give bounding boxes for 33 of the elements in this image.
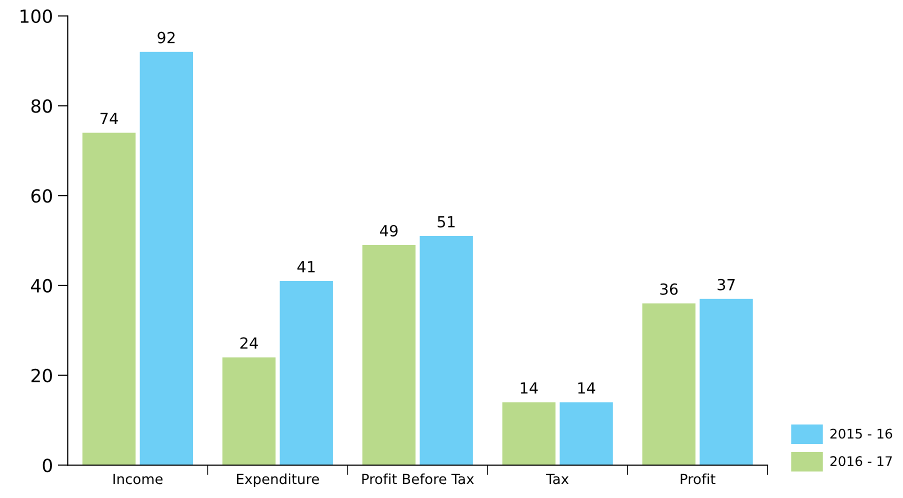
bar	[362, 245, 416, 466]
bar	[642, 303, 696, 466]
data-label: 74	[100, 112, 118, 124]
y-tick-label: 80	[31, 99, 52, 113]
data-label: 14	[578, 382, 596, 394]
legend-label: 2016 - 17	[830, 456, 892, 466]
bar	[280, 280, 333, 466]
x-tick-label: Expenditure	[237, 473, 319, 487]
x-tick-label: Profit Before Tax	[362, 473, 474, 484]
data-label: 49	[380, 224, 398, 237]
y-tick-label: 0	[42, 458, 52, 472]
y-tick-label: 40	[31, 278, 52, 293]
bar	[502, 402, 556, 466]
y-tick-label: 60	[31, 189, 52, 203]
bar	[700, 298, 753, 466]
bar	[420, 236, 473, 466]
x-tick-label: Tax	[546, 474, 569, 484]
x-tick-label: Income	[114, 474, 163, 484]
bar	[222, 357, 276, 466]
data-label: 51	[438, 216, 455, 228]
bar	[140, 52, 193, 466]
bar	[560, 402, 613, 466]
data-label: 92	[158, 32, 175, 44]
y-tick-label: 20	[31, 368, 52, 382]
x-tick-label: Profit	[680, 473, 716, 484]
data-label: 41	[297, 261, 315, 272]
data-label: 14	[520, 382, 538, 394]
y-tick-label: 100	[20, 9, 52, 24]
data-label: 37	[718, 278, 735, 290]
data-label: 36	[660, 283, 678, 295]
bar	[82, 132, 136, 466]
data-label: 24	[240, 337, 258, 349]
legend-label: 2015 - 16	[830, 428, 892, 439]
